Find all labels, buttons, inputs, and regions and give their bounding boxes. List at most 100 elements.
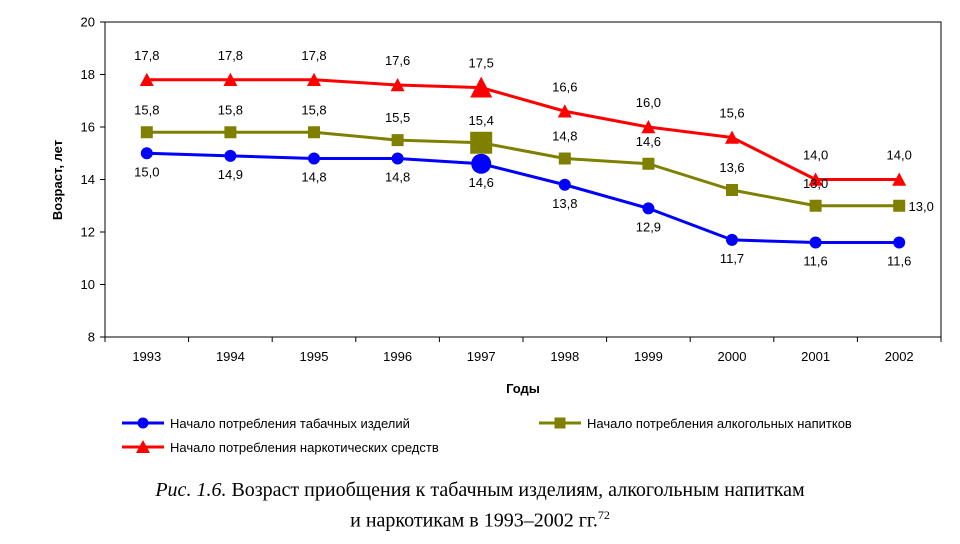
series-tobacco [140, 147, 906, 249]
y-tick-label: 10 [81, 277, 95, 292]
x-tick-label: 1996 [383, 349, 412, 364]
legend-label-alcohol: Начало потребления алкогольных напитков [587, 416, 852, 431]
caption-text-1: Возраст приобщения к табачным изделиям, … [226, 479, 805, 501]
data-point [391, 134, 404, 147]
y-axis-ticks: 8 10 12 14 16 18 20 [81, 15, 105, 345]
y-tick-label: 16 [81, 120, 95, 135]
data-point [809, 199, 822, 212]
data-label: 15,6 [719, 106, 744, 121]
data-label: 13,8 [552, 196, 577, 211]
data-label: 11,6 [887, 254, 911, 269]
data-label: 15,8 [134, 102, 159, 117]
y-tick-label: 8 [88, 330, 95, 345]
data-label: 17,8 [301, 48, 326, 63]
x-axis-ticks: 1993 1994 1995 1996 1997 1998 1999 2000 2001 2002 [104, 337, 942, 364]
data-label: 14,8 [385, 170, 410, 185]
y-tick-label: 20 [81, 15, 95, 30]
data-label: 15,0 [134, 164, 159, 179]
data-point [892, 172, 907, 186]
y-tick-label: 12 [81, 225, 95, 240]
series-line-tobacco [146, 151, 900, 244]
data-point [642, 157, 655, 170]
data-label: 15,5 [385, 110, 410, 125]
data-label: 16,6 [552, 79, 577, 94]
data-point [307, 72, 321, 87]
data-point [893, 199, 906, 212]
data-point [726, 184, 738, 196]
series-alcohol [140, 126, 906, 212]
x-tick-label: 2002 [885, 349, 914, 364]
data-label: 17,6 [385, 53, 410, 68]
data-point [558, 178, 571, 191]
data-label: 14,6 [469, 175, 494, 190]
data-point [471, 153, 492, 174]
x-tick-label: 2001 [801, 349, 830, 364]
caption-line-2: и наркотикам в 1993–2002 гг.72 [0, 503, 960, 534]
data-label: 12,9 [636, 219, 661, 234]
data-point [308, 126, 320, 139]
data-label: 17,8 [218, 48, 243, 63]
series-drugs [139, 72, 907, 186]
data-label: 14,8 [552, 129, 577, 144]
data-point [308, 152, 320, 165]
data-point [725, 130, 739, 144]
data-label: 15,8 [301, 102, 326, 117]
y-axis-title: Возраст, лет [50, 140, 65, 220]
plot-area [104, 21, 942, 338]
data-point [558, 152, 571, 165]
x-tick-label: 1993 [132, 349, 161, 364]
data-label: 16,0 [636, 95, 661, 110]
data-label: 15,4 [469, 113, 494, 128]
x-tick-label: 1994 [216, 349, 245, 364]
data-label: 13,6 [719, 160, 744, 175]
data-point [808, 172, 823, 186]
data-label: 15,8 [218, 102, 243, 117]
y-tick-label: 14 [81, 172, 95, 187]
legend: Начало потребления табачных изделий Нача… [122, 416, 852, 455]
data-point [140, 147, 153, 160]
legend-marker-square [554, 417, 566, 429]
data-point [224, 149, 237, 162]
data-point [223, 72, 238, 87]
data-label: 11,6 [803, 254, 827, 269]
legend-label-tobacco: Начало потребления табачных изделий [170, 416, 410, 431]
data-point [557, 104, 572, 118]
x-tick-label: 1995 [300, 349, 329, 364]
data-point [390, 78, 405, 92]
data-label: 11,7 [720, 251, 744, 266]
caption-line-1: Рис. 1.6. Возраст приобщения к табачным … [0, 478, 960, 503]
x-tick-label: 1999 [634, 349, 663, 364]
data-point [470, 131, 493, 154]
data-label: 14,0 [803, 148, 828, 163]
footnote-ref: 72 [597, 508, 610, 522]
data-label: 17,5 [469, 56, 494, 71]
data-point [391, 152, 404, 165]
data-point [893, 236, 906, 249]
x-tick-label: 1998 [550, 349, 579, 364]
data-label: 13,0 [909, 199, 934, 214]
data-labels-layer: 15,0 14,9 14,8 14,8 14,6 13,8 12,9 11,7 11,6 11,6… [134, 48, 934, 269]
data-label: 14,6 [636, 134, 661, 149]
x-axis-title: Годы [506, 381, 540, 396]
series-layer [139, 72, 907, 249]
caption-text-2: и наркотикам в 1993–2002 гг. [350, 509, 598, 532]
data-label: 14,8 [301, 170, 326, 185]
data-label: 13,0 [803, 176, 828, 191]
data-point [641, 120, 656, 134]
figure-caption: Рис. 1.6. Возраст приобщения к табачным … [0, 478, 960, 534]
legend-marker-triangle [136, 440, 150, 453]
data-point [470, 76, 493, 98]
legend-label-drugs: Начало потребления наркотических средств [170, 440, 439, 455]
series-line-drugs [146, 78, 900, 181]
data-point [726, 233, 738, 246]
data-label: 17,8 [134, 48, 159, 63]
data-point [140, 126, 153, 139]
x-tick-label: 1997 [467, 349, 496, 364]
x-tick-label: 2000 [718, 349, 747, 364]
y-tick-label: 18 [81, 67, 95, 82]
series-line-alcohol [146, 130, 900, 208]
data-point [139, 72, 154, 87]
data-point [224, 126, 237, 139]
legend-marker-circle [137, 417, 149, 429]
data-label: 14,0 [887, 148, 912, 163]
